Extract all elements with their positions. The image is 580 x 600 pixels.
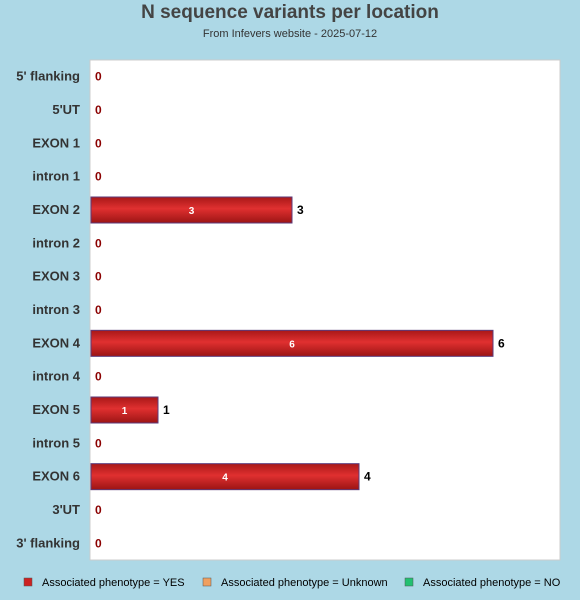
category-label-5-ut: 5'UT [52,102,80,117]
bar-inner-label-exon-4: 6 [289,339,295,350]
bar-value-label-intron-2: 0 [95,236,102,250]
category-label-exon-3: EXON 3 [32,269,80,284]
bar-value-label-exon-1: 0 [95,136,102,150]
legend-swatch-associated-phenotype-unknown [202,577,212,587]
bar-exon-2 [90,196,293,224]
bar-value-label-3-flanking: 0 [95,536,102,550]
bar-inner-label-exon-6: 4 [222,473,228,484]
bar-value-label-exon-5: 1 [163,403,170,417]
category-label-exon-6: EXON 6 [32,469,80,484]
category-label-intron-1: intron 1 [32,169,80,184]
category-label-3-flanking: 3' flanking [16,535,80,550]
chart-title: N sequence variants per location [141,2,439,23]
category-label-intron-2: intron 2 [32,235,80,250]
bar-inner-label-exon-2: 3 [189,206,195,217]
category-label-exon-1: EXON 1 [32,135,80,150]
legend: Associated phenotype = YES Associated phe… [23,577,561,589]
legend-label-associated-phenotype-no: Associated phenotype = NO [423,577,561,589]
chart-subtitle: From Infevers website - 2025-07-12 [202,28,378,40]
bar-value-label-5-ut: 0 [95,103,102,117]
bar-value-label-3-ut: 0 [95,503,102,517]
bar-value-label-exon-2: 3 [297,203,304,217]
bar-value-label-exon-3: 0 [95,270,102,284]
category-label-3-ut: 3'UT [52,502,80,517]
bar-value-label-exon-6: 4 [364,470,371,484]
legend-swatch-associated-phenotype-no [404,577,414,587]
bar-exon-5 [90,396,159,424]
category-label-5-flanking: 5' flanking [16,69,80,84]
category-label-exon-4: EXON 4 [32,335,80,350]
category-label-intron-4: intron 4 [32,369,80,384]
bar-value-label-intron-3: 0 [95,303,102,317]
bar-value-label-intron-5: 0 [95,436,102,450]
legend-label-associated-phenotype-unknown: Associated phenotype = Unknown [221,577,388,589]
bar-value-label-intron-1: 0 [95,170,102,184]
bar-exon-4 [90,329,494,357]
bar-value-label-exon-4: 6 [498,336,505,350]
category-label-exon-5: EXON 5 [32,402,80,417]
category-label-exon-2: EXON 2 [32,202,80,217]
category-label-intron-5: intron 5 [32,435,80,450]
bar-inner-label-exon-5: 1 [122,406,128,417]
bar-value-label-5-flanking: 0 [95,70,102,84]
bar-value-label-intron-4: 0 [95,370,102,384]
legend-swatch-associated-phenotype-yes [23,577,33,587]
bar-exon-6 [90,463,360,491]
category-label-intron-3: intron 3 [32,302,80,317]
legend-label-associated-phenotype-yes: Associated phenotype = YES [42,577,185,589]
